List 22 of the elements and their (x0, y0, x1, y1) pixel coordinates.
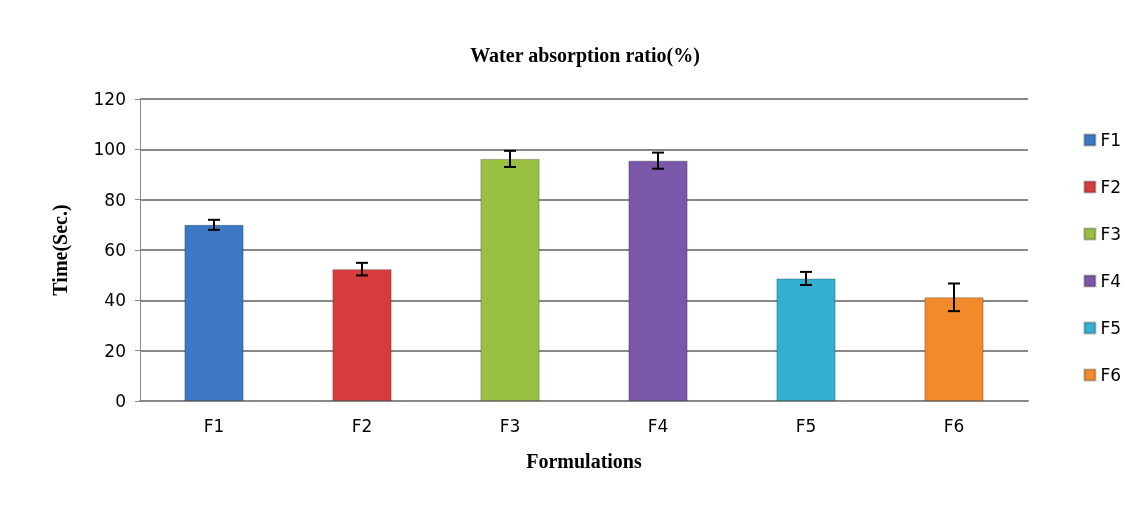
x-axis-title: Formulations (526, 450, 642, 472)
legend-label: F2 (1100, 177, 1122, 197)
legend-label: F1 (1100, 130, 1122, 150)
x-tick-label: F4 (647, 415, 669, 436)
y-tick-label: 80 (104, 189, 126, 210)
y-tick-label: 0 (115, 391, 126, 411)
legend-label: F3 (1100, 224, 1122, 244)
x-tick-label: F6 (943, 415, 965, 436)
x-tick-label: F3 (499, 415, 521, 436)
y-tick-label: 120 (93, 89, 126, 109)
y-tick-label: 40 (104, 290, 126, 311)
legend-label: F5 (1100, 318, 1122, 338)
y-tick-label: 20 (104, 340, 126, 361)
y-tick-label: 60 (104, 240, 126, 260)
x-tick-label: F5 (795, 415, 817, 436)
y-tick-label: 100 (93, 139, 126, 160)
y-axis-title: Time(Sec.) (49, 204, 72, 296)
legend-label: F4 (1100, 271, 1122, 291)
legend-label: F6 (1100, 365, 1122, 385)
x-tick-label: F1 (203, 415, 225, 436)
x-tick-label: F2 (351, 415, 373, 436)
chart-title: Water absorption ratio(%) (470, 44, 700, 67)
